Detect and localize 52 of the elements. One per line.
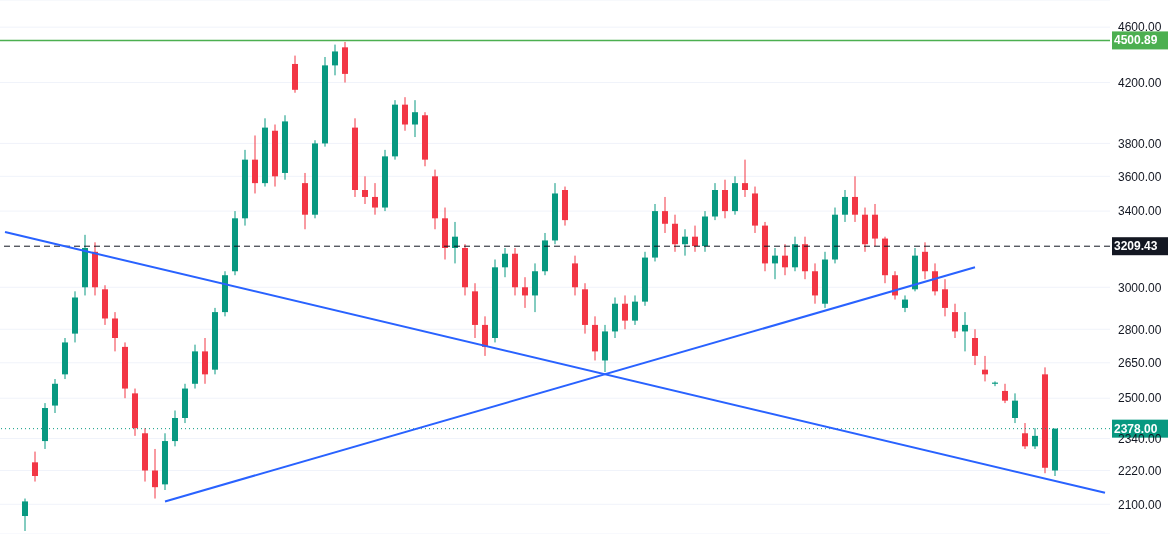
- candlestick: [1022, 422, 1028, 450]
- y-tick-label: 3600.00: [1118, 169, 1162, 184]
- candlestick: [782, 243, 788, 276]
- candlestick: [412, 99, 418, 138]
- candlestick: [692, 225, 698, 253]
- candlestick: [402, 96, 408, 132]
- y-tick-label: 4600.00: [1118, 20, 1162, 35]
- y-tick-label: 2650.00: [1118, 356, 1162, 371]
- y-tick-label: 2100.00: [1118, 497, 1162, 512]
- y-tick-label: 3800.00: [1118, 136, 1162, 151]
- y-tick-label: 2500.00: [1118, 391, 1162, 406]
- candlestick: [1002, 383, 1008, 404]
- candlestick: [742, 159, 748, 198]
- candlestick: [632, 294, 638, 326]
- candlestick: [922, 241, 928, 280]
- y-tick-label: 2220.00: [1118, 463, 1162, 478]
- ref-line-label: 4500.89: [1114, 33, 1158, 48]
- candlestick: [622, 294, 628, 330]
- candlestick: [372, 182, 378, 216]
- y-tick-label: 4200.00: [1118, 75, 1162, 90]
- candlestick: [452, 221, 458, 264]
- candlestick: [252, 134, 258, 194]
- ref-line-label: 3209.43: [1114, 239, 1158, 254]
- candlestick: [672, 214, 678, 253]
- candlestick: [362, 175, 368, 205]
- candlestick: [902, 294, 908, 313]
- candlestick: [22, 498, 28, 532]
- candlestick: [1012, 392, 1018, 424]
- y-tick-label: 2800.00: [1118, 322, 1162, 337]
- candlestick: [572, 255, 578, 296]
- candlestick: [112, 311, 118, 352]
- y-tick-label: 3400.00: [1118, 204, 1162, 219]
- candlestick: [952, 303, 958, 339]
- candlestick: [152, 448, 158, 500]
- candlestick: [722, 179, 728, 219]
- candlestick: [972, 328, 978, 366]
- candlestick: [522, 276, 528, 309]
- candlestick: [52, 378, 58, 414]
- candlestick: [202, 337, 208, 385]
- candlestick: [852, 175, 858, 223]
- candlestick: [872, 203, 878, 247]
- candlestick: [502, 247, 508, 278]
- y-tick-label: 3000.00: [1118, 280, 1162, 295]
- candlestick: [842, 189, 848, 223]
- candlestick: [332, 44, 338, 76]
- candlestick: [942, 278, 948, 317]
- candlestick: [482, 315, 488, 357]
- candlestick: [962, 311, 968, 352]
- candlestick: [792, 236, 798, 272]
- candlestick: [682, 228, 688, 257]
- candlestick: [662, 196, 668, 234]
- candlestick: [32, 451, 38, 483]
